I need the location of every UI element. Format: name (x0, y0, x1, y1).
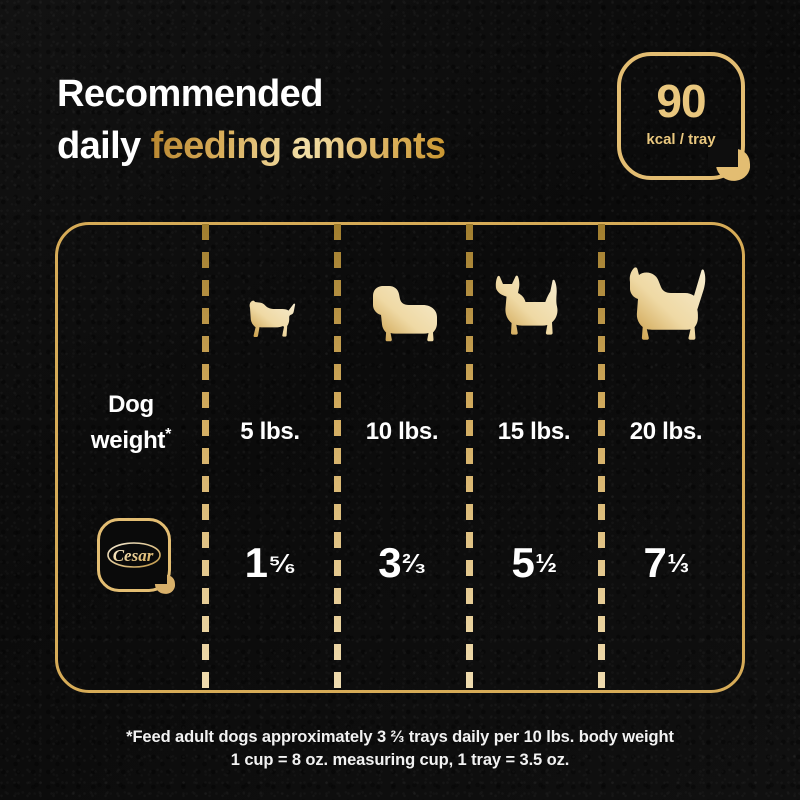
dog-weight-label-line2: weight (90, 427, 166, 454)
kcal-value: 90 (656, 75, 706, 127)
dog-weight-row-label: Dog weight* (57, 390, 205, 456)
column-divider-2 (334, 224, 341, 691)
amount-whole-1: 1 (244, 539, 268, 586)
amount-fraction-1: ⁵⁄₆ (268, 547, 296, 578)
page-title: Recommended daily feeding amounts (57, 68, 617, 172)
column-divider-3 (466, 224, 473, 691)
headline-line-1: Recommended (57, 68, 617, 120)
kcal-badge: 90 kcal / tray (617, 52, 752, 183)
amount-fraction-3: ½ (535, 547, 557, 578)
weight-value-3: 15 lbs. (497, 418, 571, 445)
amount-whole-3: 5 (511, 539, 535, 586)
dog-cell-1 (206, 252, 334, 342)
dog-weight-label-line1: Dog (108, 391, 154, 418)
westie-silhouette (495, 275, 558, 335)
amount-whole-2: 3 (378, 539, 402, 586)
jack-russell-silhouette (629, 267, 706, 340)
footnote-line-2: 1 cup = 8 oz. measuring cup, 1 tray = 3.… (230, 751, 570, 769)
dog-weight-label-asterisk: * (165, 426, 172, 443)
weight-value-4: 20 lbs. (629, 418, 703, 445)
weight-value-1: 5 lbs. (240, 418, 300, 445)
svg-text:Cesar: Cesar (113, 546, 154, 565)
kcal-unit-label: kcal / tray (646, 131, 716, 148)
amount-whole-4: 7 (643, 539, 667, 586)
cesar-wordmark: Cesar (107, 542, 161, 568)
amount-fraction-2: ²⁄₃ (402, 547, 426, 578)
dog-cell-2 (338, 252, 466, 342)
column-divider-1 (202, 224, 209, 691)
footnote-line-1: *Feed adult dogs approximately 3 ⅔ trays… (126, 728, 674, 746)
pug-silhouette (373, 286, 437, 342)
kcal-badge-tail-notch (708, 139, 738, 167)
amount-value-1: 1 ⁵⁄₆ (206, 533, 334, 593)
weight-value-2: 10 lbs. (365, 418, 439, 445)
amount-fraction-4: ⅓ (667, 547, 689, 578)
headline-line-2: daily feeding amounts (57, 120, 617, 172)
chihuahua-silhouette (249, 300, 296, 337)
footnote: *Feed adult dogs approximately 3 ⅔ trays… (0, 726, 800, 772)
cesar-brand-badge: Cesar (97, 518, 176, 595)
headline-recommended: Recommended (57, 73, 323, 115)
kcal-badge-frame (617, 52, 745, 180)
cesar-badge-tail-notch (149, 567, 167, 584)
amount-value-2: 3 ²⁄₃ (338, 533, 466, 593)
column-divider-4 (598, 224, 605, 691)
dog-cell-3 (470, 252, 598, 342)
dog-cell-4 (602, 252, 730, 342)
headline-feeding-amounts: feeding amounts (150, 125, 447, 167)
headline-daily: daily (57, 125, 151, 167)
